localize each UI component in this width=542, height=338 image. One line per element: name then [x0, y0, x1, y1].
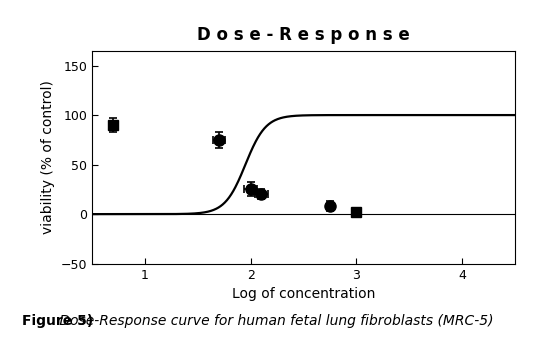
Text: Dose-Response curve for human fetal lung fibroblasts (MRC-5): Dose-Response curve for human fetal lung… [55, 314, 494, 328]
Title: D o s e - R e s p o n s e: D o s e - R e s p o n s e [197, 26, 410, 44]
Text: Figure 5): Figure 5) [22, 314, 93, 328]
Y-axis label: viability (% of control): viability (% of control) [41, 80, 55, 234]
X-axis label: Log of concentration: Log of concentration [232, 287, 375, 301]
